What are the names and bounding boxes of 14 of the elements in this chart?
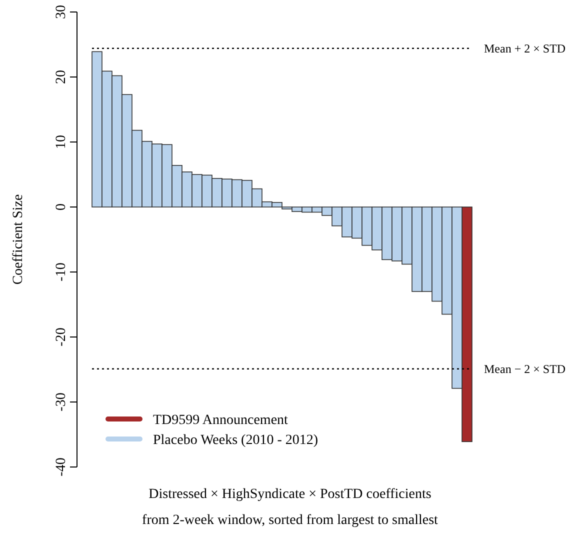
legend-label: TD9599 Announcement xyxy=(153,412,288,428)
legend-label: Placebo Weeks (2010 - 2012) xyxy=(153,432,318,448)
y-axis-title: Coefficient Size xyxy=(11,194,26,285)
ref-line-label: Mean + 2 × STD xyxy=(484,42,566,56)
y-tick-label: 0 xyxy=(54,204,69,210)
y-tick-label: -40 xyxy=(54,458,69,476)
y-tick-label: -10 xyxy=(54,262,69,282)
y-tick-label: -20 xyxy=(54,328,69,346)
y-tick-label: 10 xyxy=(54,135,69,149)
y-tick-label: -30 xyxy=(54,392,69,412)
ref-line-label: Mean − 2 × STD xyxy=(484,362,566,376)
y-tick-label: 20 xyxy=(54,70,69,84)
y-tick-label: 30 xyxy=(54,5,69,19)
x-axis-title: Distressed × HighSyndicate × PostTD coefficients from 2-week window, sorted from largest to smallest xyxy=(142,487,438,528)
